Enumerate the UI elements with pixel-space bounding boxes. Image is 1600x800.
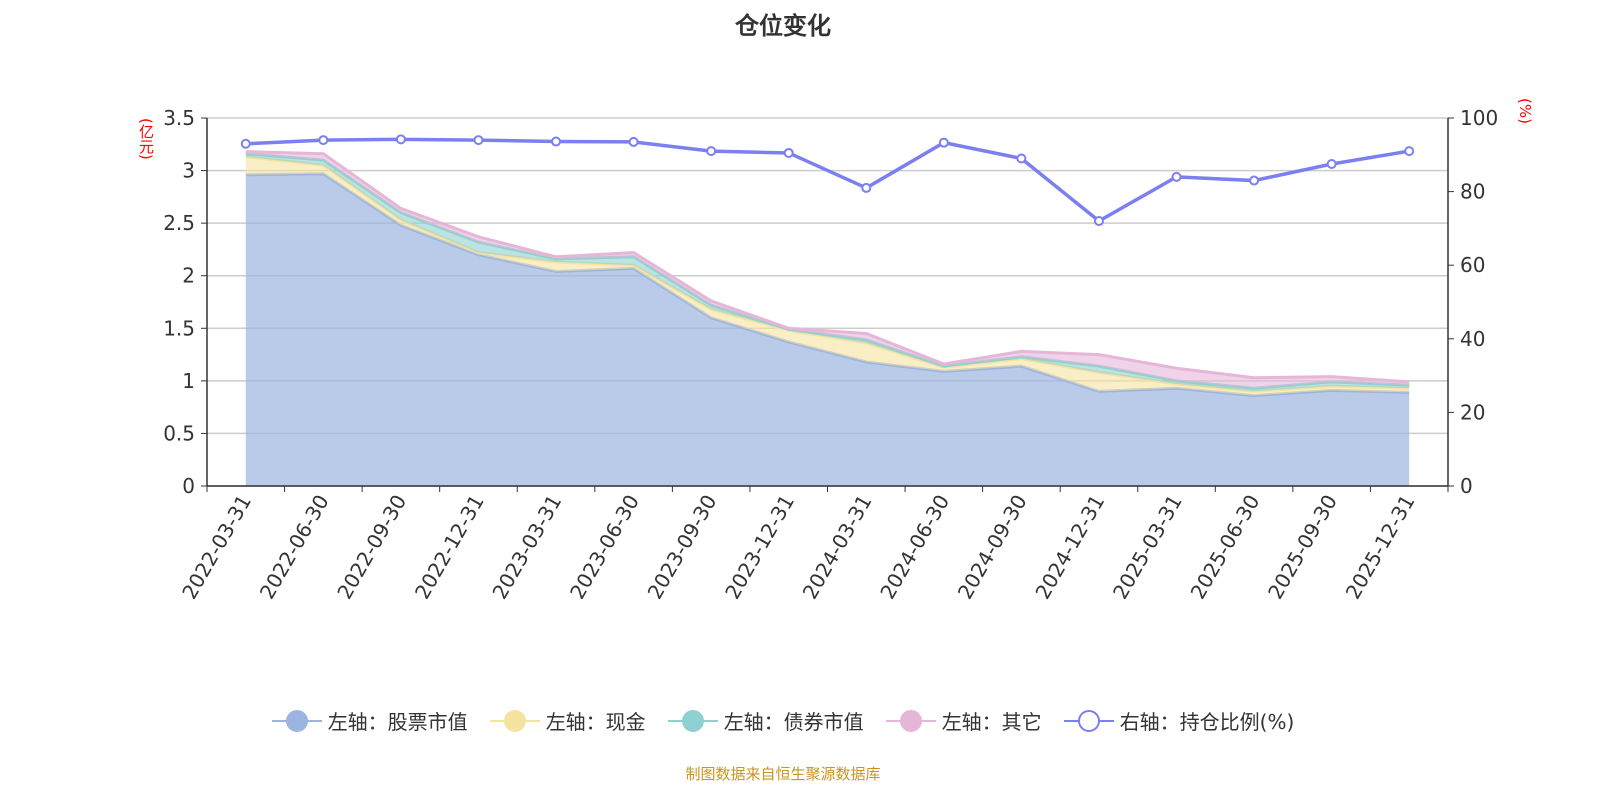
ratio-point: [1016, 153, 1027, 164]
legend-marker-icon: [885, 709, 936, 732]
ratio-point: [318, 135, 329, 146]
x-tick-label: 2024-03-31: [798, 491, 877, 604]
x-tick-label: 2022-06-30: [255, 491, 334, 604]
legend-item[interactable]: 左轴：股票市值: [271, 706, 468, 735]
legend-marker-icon: [271, 709, 322, 732]
area-line-3: [245, 150, 1410, 384]
chart-title: 仓位变化: [735, 12, 831, 40]
x-tick-label: 2023-06-30: [565, 491, 644, 604]
ratio-point: [938, 137, 949, 148]
ratio-point: [628, 136, 639, 147]
area-1: [245, 156, 1410, 396]
legend-label: 左轴：现金: [545, 710, 646, 734]
legend-item[interactable]: 左轴：其它: [885, 706, 1042, 735]
ratio-point: [783, 147, 794, 158]
x-tick-label: 2024-09-30: [953, 491, 1032, 604]
source-footer: 制图数据来自恒生聚源数据库: [685, 765, 881, 783]
left-tick-label: 0.5: [163, 421, 195, 445]
ratio-point: [1093, 216, 1104, 227]
left-tick-label: 3.5: [163, 106, 195, 130]
x-tick-label: 2023-09-30: [643, 491, 722, 604]
left-tick-label: 0: [182, 474, 195, 498]
right-tick-label: 100: [1460, 106, 1498, 130]
ratio-point: [706, 146, 717, 157]
x-tick-label: 2022-03-31: [177, 491, 256, 604]
legend: 左轴：股票市值 左轴：现金 左轴：债券市值 左轴：其它 右轴：持仓比例(%): [0, 706, 1566, 735]
legend-label: 左轴：其它: [941, 710, 1042, 734]
legend-item[interactable]: 左轴：现金: [489, 706, 646, 735]
x-tick-label: 2025-03-31: [1108, 491, 1187, 604]
left-tick-label: 3: [182, 159, 195, 183]
x-tick-label: 2023-12-31: [720, 491, 799, 604]
legend-marker-icon: [667, 709, 718, 732]
ratio-line: [245, 137, 1410, 224]
ratio-point: [1249, 175, 1260, 186]
left-tick-label: 2.5: [163, 211, 195, 235]
ratio-point: [1326, 159, 1337, 169]
ratio-point: [1404, 146, 1415, 157]
ratio-point: [551, 136, 562, 147]
right-tick-label: 60: [1460, 253, 1485, 277]
left-tick-label: 1.5: [163, 316, 195, 340]
area-0: [245, 173, 1410, 486]
right-tick-label: 0: [1460, 474, 1473, 498]
x-tick-label: 2023-03-31: [487, 491, 566, 604]
legend-marker-icon: [489, 709, 540, 732]
right-tick-label: 80: [1460, 180, 1485, 204]
x-tick-label: 2025-06-30: [1186, 491, 1265, 604]
ratio-point: [240, 138, 251, 149]
legend-marker-icon: [1063, 709, 1114, 732]
legend-label: 左轴：债券市值: [723, 710, 864, 734]
x-tick-label: 2025-09-30: [1263, 491, 1342, 604]
left-tick-label: 1: [182, 369, 195, 393]
legend-item[interactable]: 右轴：持仓比例(%): [1063, 706, 1295, 735]
left-axis-unit: (亿元): [137, 118, 155, 160]
right-tick-label: 20: [1460, 400, 1485, 424]
right-axis-unit: (%): [1516, 98, 1534, 124]
ratio-point: [473, 135, 484, 146]
x-tick-label: 2022-09-30: [332, 491, 411, 604]
right-tick-label: 40: [1460, 327, 1485, 351]
legend-item[interactable]: 左轴：债券市值: [667, 706, 864, 735]
left-tick-label: 2: [182, 264, 195, 288]
x-tick-label: 2022-12-31: [410, 491, 489, 604]
ratio-point: [1171, 171, 1182, 182]
ratio-point: [861, 182, 872, 193]
legend-label: 左轴：股票市值: [327, 710, 468, 734]
x-tick-label: 2024-06-30: [875, 491, 954, 604]
legend-label: 右轴：持仓比例(%): [1119, 710, 1295, 734]
x-tick-label: 2024-12-31: [1030, 491, 1109, 604]
x-tick-label: 2025-12-31: [1341, 491, 1420, 604]
ratio-point: [395, 134, 406, 145]
